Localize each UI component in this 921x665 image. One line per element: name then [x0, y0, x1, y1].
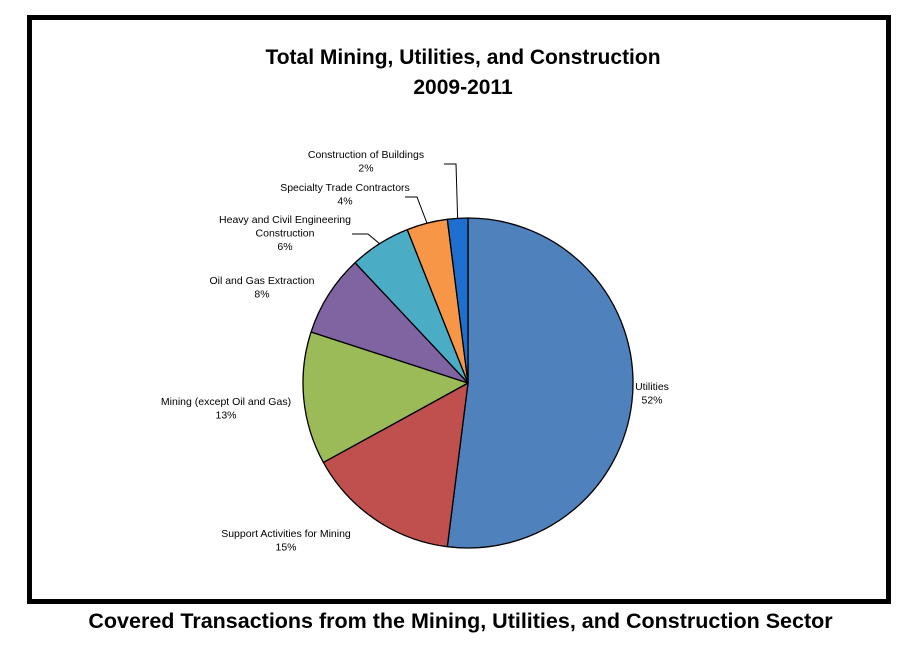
- slice-label-specialty-trade-contractors: Specialty Trade Contractors 4%: [280, 182, 410, 208]
- slice-label-construction-of-buildings: Construction of Buildings 2%: [308, 149, 424, 175]
- slice-label-heavy-and-civil-engineering-construction: Heavy and Civil Engineering Construction 6…: [219, 214, 351, 253]
- slice-labels: Utilities 52% Support Activities for Minin…: [161, 149, 669, 554]
- pie-slice-mining-except-oil-and-gas: [302, 331, 469, 464]
- leader-line-construction-of-buildings: [444, 163, 459, 219]
- slice-label-oil-and-gas-extraction: Oil and Gas Extraction 8%: [209, 275, 314, 301]
- slice-label-support-activities-for-mining: Support Activities for Mining 15%: [221, 528, 351, 554]
- pie-slice-support-activities-for-mining: [322, 382, 469, 548]
- figure-caption: Covered Transactions from the Mining, Ut…: [88, 609, 833, 633]
- slice-label-mining-except-oil-and-gas: Mining (except Oil and Gas) 13%: [161, 396, 291, 422]
- leader-line-specialty-trade-contractors: [405, 196, 428, 224]
- chart-title-line-2: 2009-2011: [413, 76, 513, 99]
- chart-title-line-1: Total Mining, Utilities, and Constructio…: [265, 46, 660, 69]
- pie-slices: [302, 217, 634, 549]
- slice-label-utilities: Utilities 52%: [635, 381, 669, 407]
- pie-slice-utilities: [446, 217, 634, 549]
- leader-line-heavy-and-civil-engineering-construction: [352, 233, 380, 245]
- leader-lines: [352, 163, 459, 245]
